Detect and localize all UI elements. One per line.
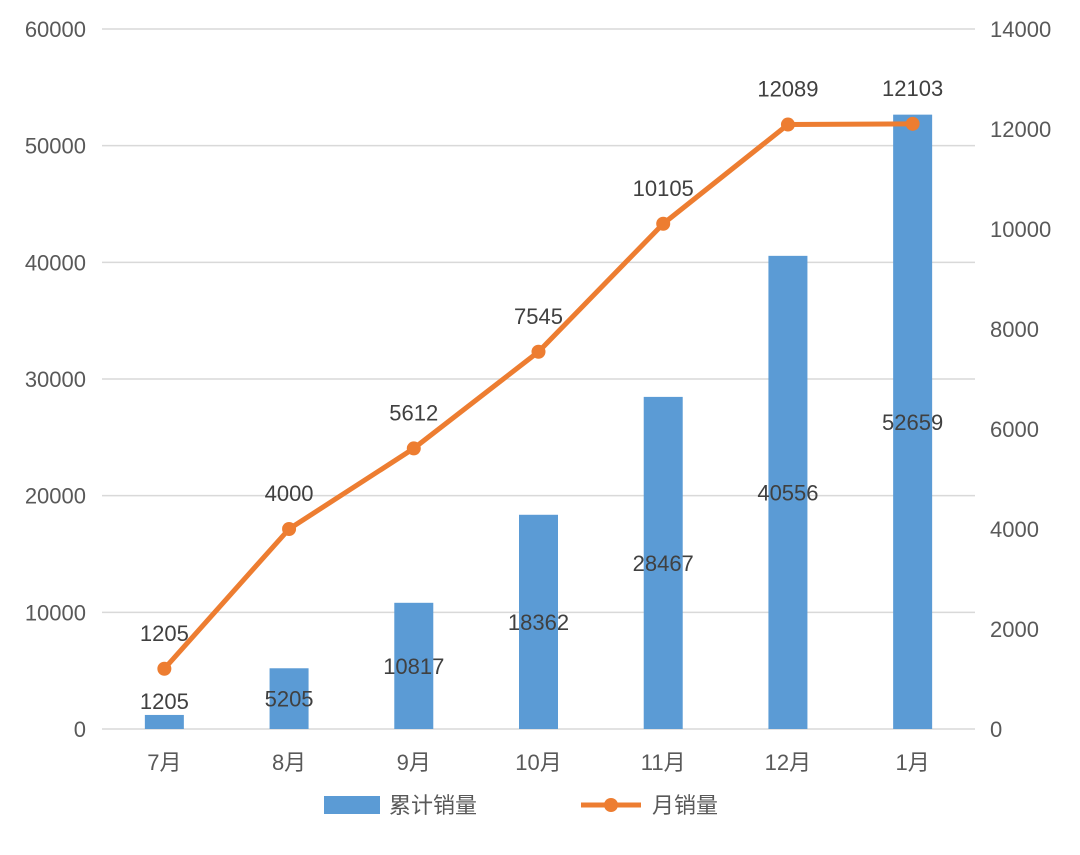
line-data-label: 10105 xyxy=(633,176,694,201)
bar-data-label: 40556 xyxy=(757,480,818,505)
bar xyxy=(144,714,184,729)
y-right-tick-label: 12000 xyxy=(990,117,1051,142)
line-point xyxy=(282,522,297,536)
bar-data-label: 52659 xyxy=(882,410,943,435)
bar xyxy=(768,255,808,729)
line-point xyxy=(157,661,172,676)
line-data-label: 5612 xyxy=(389,400,438,425)
bar-data-label: 1205 xyxy=(140,689,189,714)
line-point xyxy=(656,216,671,231)
y-left-tick-label: 10000 xyxy=(25,600,86,625)
line-data-label: 12089 xyxy=(757,77,818,102)
x-tick-label: 7月 xyxy=(147,750,181,775)
bar xyxy=(394,602,434,729)
x-tick-label: 8月 xyxy=(272,750,306,775)
legend-label: 月销量 xyxy=(652,794,718,819)
x-tick-label: 10月 xyxy=(515,750,561,775)
line-point xyxy=(531,344,546,359)
y-left-tick-label: 40000 xyxy=(25,250,86,275)
bar xyxy=(519,514,558,729)
line-data-label: 12103 xyxy=(882,76,943,101)
y-right-tick-label: 10000 xyxy=(990,217,1051,242)
y-right-tick-label: 0 xyxy=(990,717,1002,742)
bar-data-label: 18362 xyxy=(508,610,569,635)
y-left-tick-label: 50000 xyxy=(25,134,86,159)
line-point xyxy=(780,117,795,132)
bar-data-label: 5205 xyxy=(265,687,314,712)
line-data-label: 7545 xyxy=(514,304,563,329)
line-data-label: 1205 xyxy=(140,621,189,646)
x-tick-label: 12月 xyxy=(765,750,811,775)
legend-label: 累计销量 xyxy=(389,794,477,819)
y-right-tick-label: 8000 xyxy=(990,317,1039,342)
y-left-tick-label: 60000 xyxy=(25,17,86,42)
y-left-tick-label: 20000 xyxy=(25,484,86,509)
legend-swatch-bar xyxy=(324,796,380,814)
y-right-tick-label: 2000 xyxy=(990,617,1039,642)
bar xyxy=(643,396,683,729)
bar xyxy=(893,114,933,729)
bar-data-label: 28467 xyxy=(633,551,694,576)
y-right-tick-label: 6000 xyxy=(990,417,1039,442)
line-point xyxy=(406,441,421,456)
y-left-tick-label: 30000 xyxy=(25,367,86,392)
x-tick-label: 1月 xyxy=(896,750,930,775)
line-point xyxy=(905,116,920,131)
x-tick-label: 9月 xyxy=(397,750,431,775)
x-tick-label: 11月 xyxy=(641,750,686,775)
bar xyxy=(269,668,309,729)
line-data-label: 4000 xyxy=(265,481,314,506)
bar-data-label: 10817 xyxy=(383,654,444,679)
y-right-tick-label: 14000 xyxy=(990,17,1051,42)
y-right-tick-label: 4000 xyxy=(990,517,1039,542)
legend-swatch-marker xyxy=(604,798,618,812)
y-left-tick-label: 0 xyxy=(74,717,86,742)
